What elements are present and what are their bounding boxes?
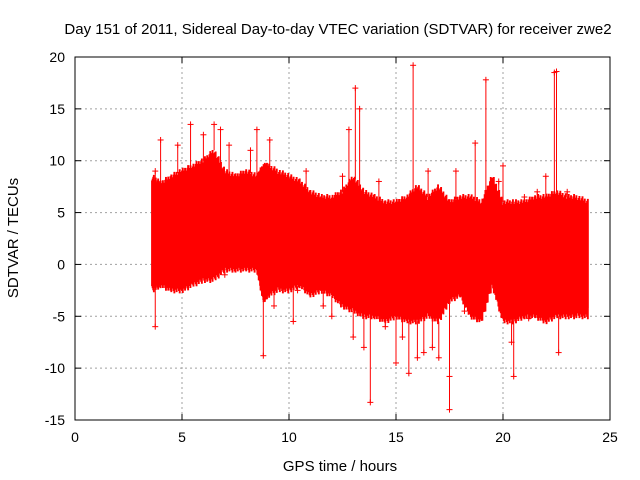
x-tick-label: 20: [495, 429, 511, 445]
data-point: [382, 321, 389, 330]
data-series-sdtvar: [151, 62, 589, 413]
data-point: [152, 168, 159, 179]
data-point: [446, 300, 453, 380]
data-point: [461, 303, 468, 315]
plot-frame: [74, 56, 611, 421]
y-tick-label: -10: [45, 360, 65, 376]
x-axis-title: GPS time / hours: [283, 458, 397, 475]
x-tick-label: 0: [71, 429, 79, 445]
y-tick-label: 0: [57, 256, 65, 272]
data-point: [542, 173, 549, 198]
data-point: [290, 288, 297, 325]
data-point: [375, 178, 382, 200]
axis-ticks: 0 5 10 15 20 25 -15 -10 -5 0 5 10 15 20: [45, 49, 618, 445]
data-point: [367, 316, 374, 406]
data-point: [393, 316, 399, 366]
data-point: [303, 168, 310, 188]
data-point: [174, 142, 181, 174]
plot-border: [74, 56, 611, 421]
data-point: [352, 85, 359, 180]
data-point: [555, 316, 562, 356]
data-band-core: [152, 158, 589, 314]
data-point: [553, 68, 560, 192]
x-tick-label: 10: [281, 429, 297, 445]
data-point: [345, 126, 352, 183]
data-point: [328, 295, 335, 320]
data-point: [221, 269, 228, 278]
data-point: [157, 136, 164, 184]
data-point: [521, 194, 528, 203]
data-point: [435, 321, 442, 361]
chart-title: Day 151 of 2011, Sidereal Day-to-day VTE…: [64, 21, 611, 38]
data-point: [211, 121, 218, 151]
x-tick-label: 25: [602, 429, 618, 445]
data-point: [247, 147, 254, 174]
data-point: [525, 315, 532, 322]
data-point: [253, 126, 260, 177]
data-point: [339, 173, 346, 192]
data-point: [495, 178, 502, 192]
data-point: [510, 321, 517, 380]
data-point: [217, 126, 224, 163]
y-tick-label: 20: [49, 49, 65, 65]
data-point: [271, 292, 278, 309]
x-tick-label: 15: [388, 429, 404, 445]
data-point: [179, 282, 185, 291]
data-point: [399, 319, 406, 341]
y-tick-label: -15: [45, 412, 65, 428]
data-point: [320, 291, 327, 309]
data-point: [266, 136, 273, 167]
data-point: [452, 168, 459, 200]
data-point: [472, 140, 479, 200]
data-point: [356, 105, 363, 186]
data-point: [405, 321, 412, 377]
data-point: [425, 168, 432, 198]
y-tick-label: 15: [49, 101, 65, 117]
data-point: [410, 62, 417, 191]
data-point: [414, 321, 421, 361]
data-point: [429, 318, 436, 351]
x-tick-label: 5: [178, 429, 186, 445]
data-point: [187, 121, 194, 167]
y-tick-label: -5: [53, 308, 66, 324]
data-point: [581, 276, 588, 317]
y-tick-label: 5: [57, 205, 65, 221]
y-axis-title: SDTVAR / TECUs: [5, 178, 22, 298]
y-tick-label: 10: [49, 153, 65, 169]
data-point: [200, 131, 207, 161]
data-point: [482, 76, 489, 192]
data-point: [152, 288, 159, 330]
data-point: [350, 311, 357, 341]
data-point: [360, 316, 367, 351]
data-point: [226, 142, 233, 174]
data-point: [260, 300, 267, 359]
data-point: [294, 286, 301, 294]
data-point: [420, 318, 427, 356]
data-point: [564, 188, 571, 198]
data-point: [534, 188, 541, 198]
data-point: [500, 162, 506, 203]
